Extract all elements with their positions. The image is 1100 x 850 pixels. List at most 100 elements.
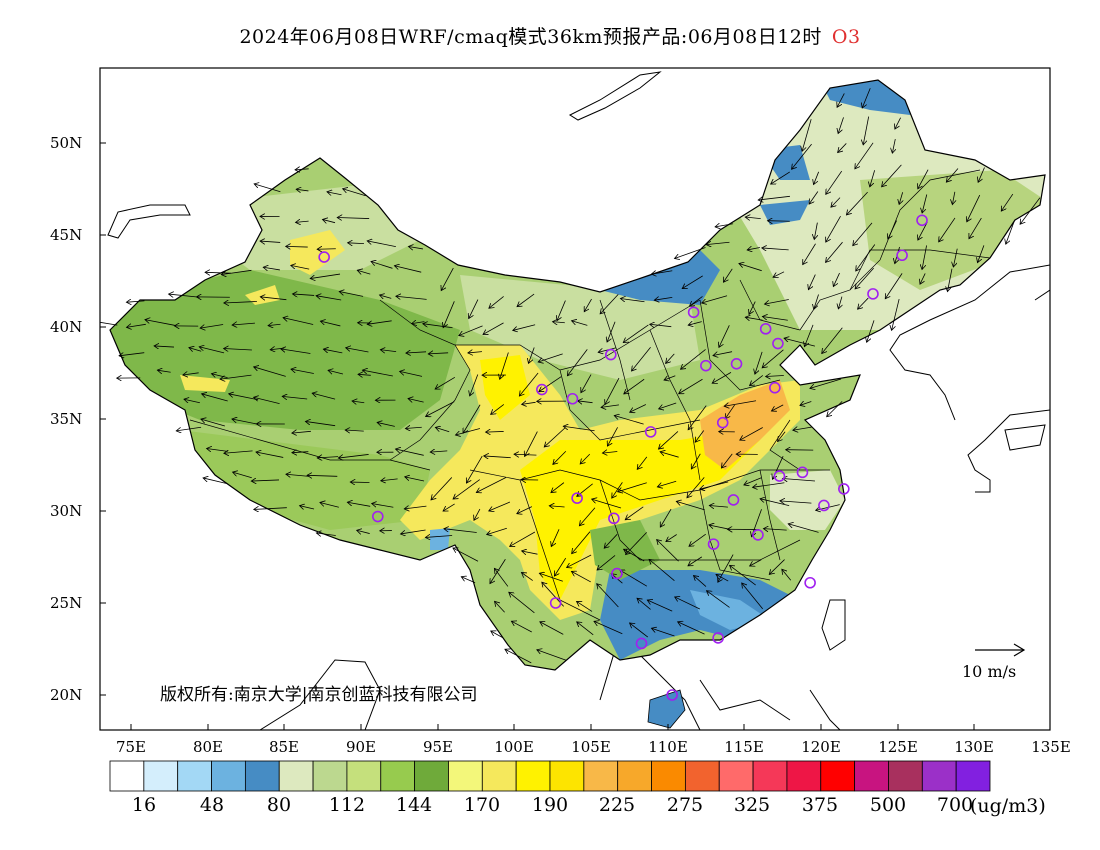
wind-reference-label: 10 m/s	[962, 662, 1017, 681]
station-marker	[896, 249, 908, 262]
wind-arrow	[281, 349, 311, 354]
wind-arrow	[232, 419, 259, 425]
station-marker	[727, 494, 740, 506]
colorbar-swatch	[312, 760, 348, 792]
wind-arrow	[511, 621, 532, 633]
wind-arrow	[459, 325, 483, 336]
wind-arrow	[554, 557, 567, 576]
wind-arrow	[396, 296, 427, 300]
wind-arrow	[750, 375, 764, 385]
wind-arrow	[782, 569, 792, 581]
wind-arrow	[675, 597, 700, 610]
station-marker	[536, 383, 548, 396]
wind-arrow	[855, 142, 874, 169]
wind-arrow	[323, 349, 343, 354]
wind-arrow	[614, 416, 644, 425]
wind-arrow	[838, 143, 847, 152]
lon-label-75: 75E	[115, 738, 147, 756]
wind-arrow	[286, 246, 308, 247]
wind-arrow	[557, 300, 566, 321]
wind-arrow	[317, 457, 339, 458]
wind-arrow	[254, 367, 286, 377]
colorbar-label: 48	[199, 794, 225, 816]
wind-arrow	[352, 401, 365, 403]
station-marker	[916, 214, 928, 227]
wind-arrow	[827, 401, 843, 416]
wind-arrow	[580, 453, 591, 464]
colorbar-label: 16	[131, 794, 157, 816]
wind-arrow	[157, 370, 171, 372]
map-frame	[99, 67, 1051, 731]
wind-arrow	[810, 378, 842, 388]
wind-arrow	[431, 477, 453, 499]
colorbar-swatch	[177, 760, 212, 792]
wind-arrow	[739, 263, 762, 272]
colorbar-swatch	[549, 760, 585, 792]
wind-arrow	[327, 192, 342, 195]
china-outline	[109, 79, 1046, 671]
wind-arrow	[882, 164, 902, 187]
wind-arrow	[804, 324, 814, 347]
wind-arrow	[221, 269, 252, 274]
wind-arrow	[372, 504, 394, 508]
wind-arrow	[814, 222, 817, 240]
foreign-coastlines	[107, 71, 1050, 730]
wind-arrow	[486, 431, 504, 432]
wind-arrow	[793, 427, 812, 430]
wind-arrow	[967, 194, 981, 222]
copyright-notice: 版权所有:南京大学|南京创蓝科技有限公司	[160, 685, 478, 705]
station-marker	[804, 576, 816, 589]
wind-arrow	[676, 501, 705, 511]
wind-arrow	[725, 404, 735, 419]
wind-arrow	[778, 431, 786, 442]
wind-arrow	[745, 317, 763, 320]
wind-arrow	[549, 506, 565, 507]
colorbar-label: 500	[869, 794, 907, 816]
colorbar-label: 190	[531, 794, 569, 816]
station-marker	[712, 632, 724, 644]
wind-arrow	[183, 373, 199, 375]
wind-arrow	[659, 402, 677, 409]
wind-arrow	[1001, 193, 1014, 211]
station-marker	[571, 492, 583, 504]
wind-arrow	[551, 482, 565, 493]
wind-arrow	[494, 568, 509, 587]
colorbar-swatch	[414, 760, 449, 792]
wind-arrow	[483, 322, 504, 335]
wind-arrow	[571, 571, 591, 583]
wind-arrow	[788, 524, 819, 533]
wind-arrow	[200, 324, 224, 328]
wind-arrow	[694, 576, 707, 587]
wind-arrow	[630, 404, 647, 412]
wind-arrow	[803, 243, 816, 265]
lat-label-50: 50N	[50, 134, 83, 152]
colorbar-swatch	[448, 760, 483, 792]
wind-arrow	[658, 431, 679, 449]
wind-arrow	[505, 649, 532, 664]
wind-arrow	[572, 321, 588, 326]
wind-arrow	[347, 502, 371, 507]
lat-label-45: 45N	[50, 226, 83, 244]
colorbar-swatch	[109, 760, 145, 792]
wind-arrow	[339, 292, 364, 297]
wind-arrow	[254, 397, 280, 404]
wind-arrow	[307, 475, 338, 476]
wind-arrow	[654, 297, 673, 300]
wind-arrow	[870, 170, 876, 187]
wind-arrow	[466, 455, 483, 483]
station-marker	[635, 637, 648, 650]
wind-arrow	[358, 374, 371, 375]
wind-arrow	[623, 324, 649, 343]
lon-label-100: 100E	[494, 738, 534, 756]
wind-arrow	[435, 427, 450, 433]
station-marker	[773, 470, 786, 482]
wind-arrow	[604, 534, 618, 548]
wind-arrow	[453, 548, 479, 562]
wind-arrow	[362, 370, 393, 377]
wind-arrow	[625, 506, 644, 520]
colorbar-label: 275	[666, 794, 704, 816]
lon-label-130: 130E	[954, 738, 994, 756]
wind-arrow	[666, 353, 675, 364]
wind-arrow	[441, 267, 454, 291]
wind-arrow	[528, 347, 535, 363]
